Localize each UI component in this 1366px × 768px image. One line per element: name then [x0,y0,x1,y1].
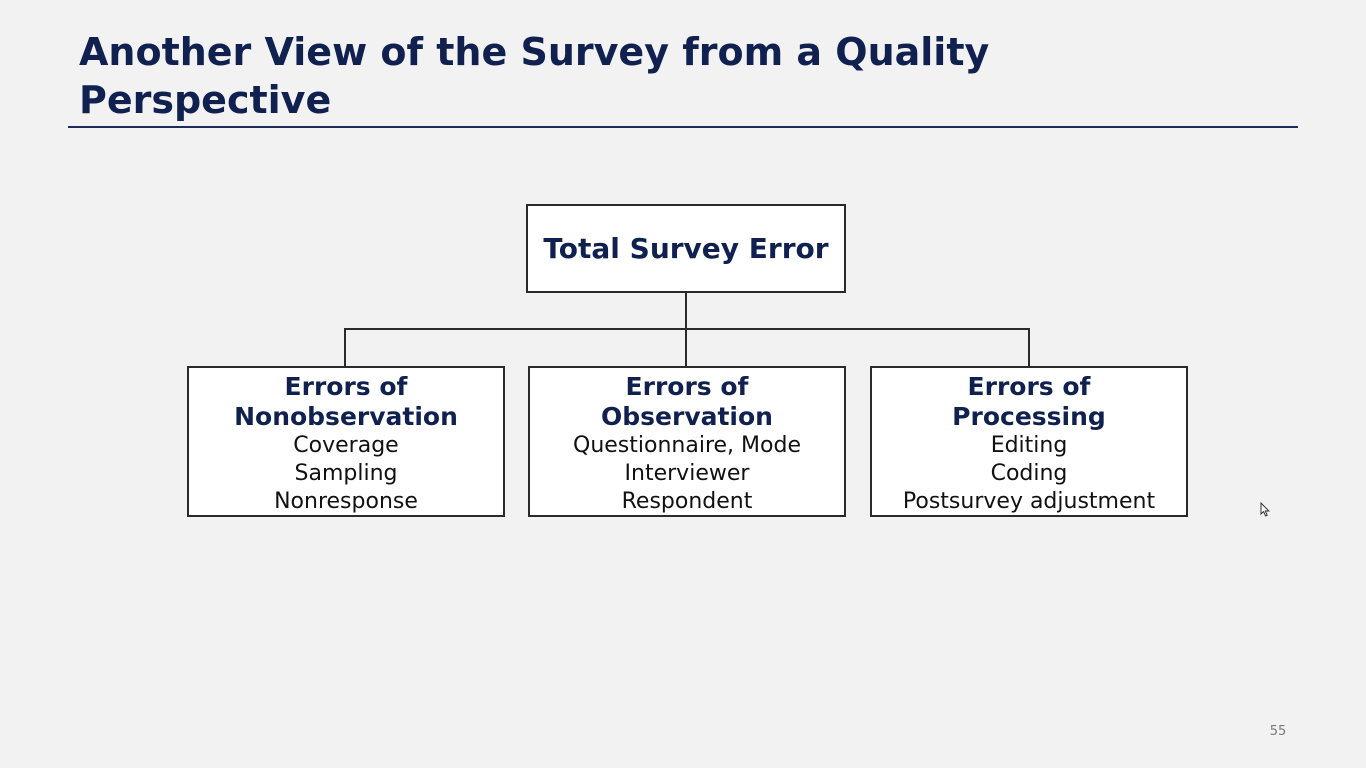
node-title-line-2: Processing [952,402,1106,431]
node-errors-of-processing: Errors of Processing Editing Coding Post… [870,366,1188,517]
node-title-line-1: Errors of [284,372,408,401]
node-item: Coding [990,461,1068,486]
node-title-line-2: Observation [601,402,773,431]
node-item: Sampling [294,461,398,486]
root-node-label: Total Survey Error [543,232,829,265]
root-node-total-survey-error: Total Survey Error [526,204,846,293]
node-item: Interviewer [624,461,750,486]
title-underline [68,126,1298,128]
node-item: Questionnaire, Mode [573,433,801,458]
node-item: Coverage [293,433,399,458]
page-number: 55 [1269,724,1287,739]
slide-title-line-1: Another View of the Survey from a Qualit… [79,30,990,74]
node-errors-of-nonobservation: Errors of Nonobservation Coverage Sampli… [187,366,505,517]
node-item: Editing [990,433,1068,458]
node-item: Postsurvey adjustment [902,489,1156,514]
node-title-line-1: Errors of [625,372,749,401]
slide-title-line-2: Perspective [79,78,332,122]
node-title-line-2: Nonobservation [234,402,458,431]
node-title-line-1: Errors of [967,372,1091,401]
node-item: Respondent [621,489,753,514]
slide-title: Another View of the Survey from a Qualit… [79,28,1179,124]
node-errors-of-observation: Errors of Observation Questionnaire, Mod… [528,366,846,517]
mouse-pointer-icon [1260,502,1270,517]
node-item: Nonresponse [274,489,418,514]
